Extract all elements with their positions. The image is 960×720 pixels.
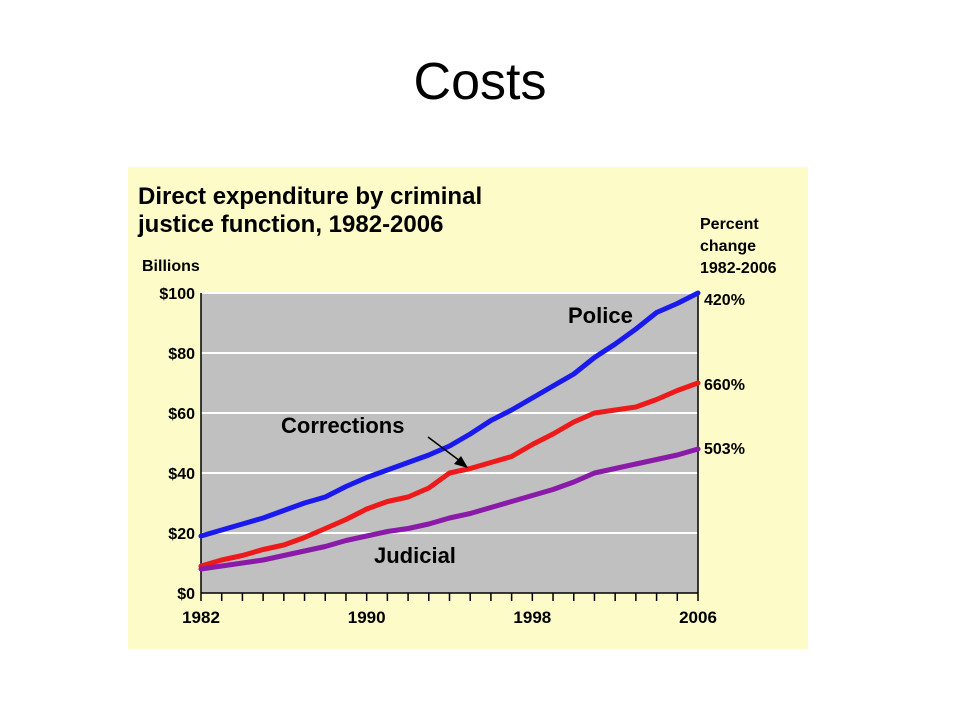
percent-change-judicial: 503% bbox=[704, 441, 745, 458]
percent-change-header-line-1: Percent bbox=[700, 216, 759, 233]
label-layer: $0 $20 $40 $60 $80 $100 1982 1990 1998 2006 bbox=[159, 286, 717, 627]
y-tick-label: $40 bbox=[168, 466, 195, 483]
chart-title-line-1: Direct expenditure by criminal bbox=[138, 183, 482, 210]
y-tick-label: $80 bbox=[168, 346, 195, 363]
series-line-judicial bbox=[198, 446, 701, 572]
x-tick-label: 1998 bbox=[513, 608, 551, 627]
series-label-judicial: Judicial bbox=[374, 543, 456, 568]
y-tick-label: $100 bbox=[159, 286, 195, 303]
x-tick-label: 1982 bbox=[182, 608, 220, 627]
axis-layer bbox=[200, 293, 699, 601]
y-axis-label: Billions bbox=[142, 258, 200, 275]
corrections-arrow-head bbox=[454, 456, 468, 468]
chart-svg: Direct expenditure by criminal justice f… bbox=[137, 183, 777, 627]
x-tick-label: 2006 bbox=[679, 608, 717, 627]
y-tick-label: $60 bbox=[168, 406, 195, 423]
percent-change-corrections: 660% bbox=[704, 377, 745, 394]
series-label-police: Police bbox=[568, 303, 633, 328]
series-line-corrections bbox=[198, 380, 701, 569]
percent-change-header-line-2: change bbox=[700, 238, 756, 255]
x-tick-label: 1990 bbox=[348, 608, 386, 627]
slide-title: Costs bbox=[413, 53, 547, 111]
y-tick-label: $0 bbox=[177, 586, 195, 603]
chart-title-line-2: justice function, 1982-2006 bbox=[137, 211, 443, 238]
chart-panel: Direct expenditure by criminal justice f… bbox=[128, 167, 808, 649]
series-label-corrections: Corrections bbox=[281, 413, 404, 438]
percent-change-police: 420% bbox=[704, 292, 745, 309]
percent-change-header-line-3: 1982-2006 bbox=[700, 260, 777, 277]
y-tick-label: $20 bbox=[168, 526, 195, 543]
series-layer bbox=[198, 290, 701, 572]
series-line-police bbox=[198, 290, 701, 539]
